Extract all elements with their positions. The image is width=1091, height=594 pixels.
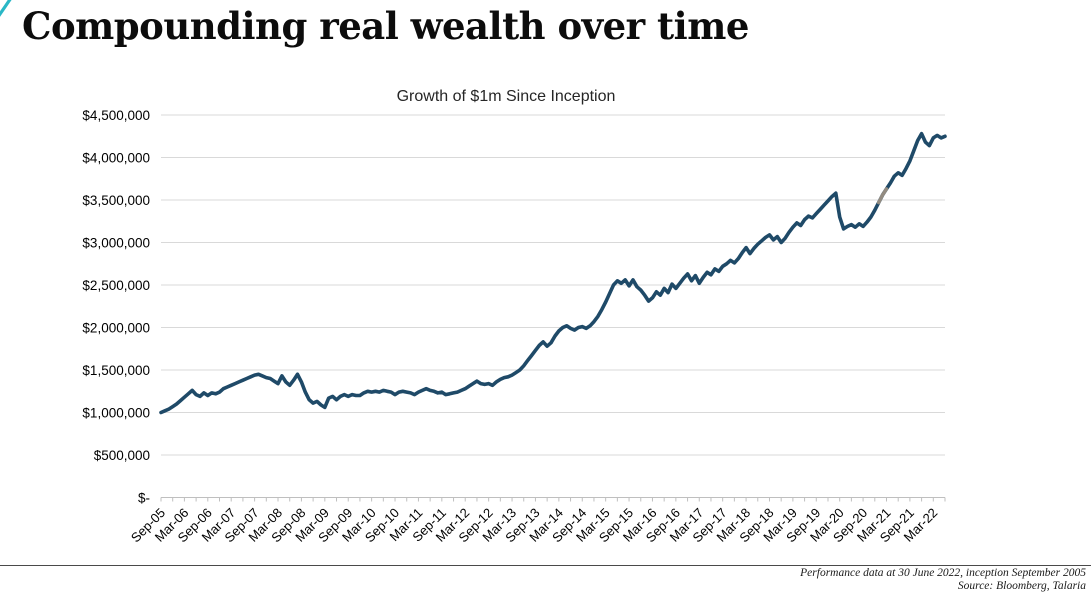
y-axis-tick-label: $4,000,000 <box>82 150 150 165</box>
y-axis-tick-label: $3,000,000 <box>82 235 150 250</box>
wealth-line-gray-segment <box>877 187 889 205</box>
page-title: Compounding real wealth over time <box>22 4 749 48</box>
y-axis-tick-label: $4,500,000 <box>82 108 150 123</box>
chart-title: Growth of $1m Since Inception <box>396 88 616 105</box>
y-axis-tick-label: $3,500,000 <box>82 193 150 208</box>
y-axis-tick-label: $- <box>138 490 150 505</box>
y-axis-tick-label: $2,500,000 <box>82 278 150 293</box>
footer-note-line2: Source: Bloomberg, Talaria <box>957 579 1086 592</box>
corner-logo-line <box>0 0 12 17</box>
footer-divider <box>0 565 1091 566</box>
y-axis-tick-label: $1,000,000 <box>82 405 150 420</box>
footer-notes: Performance data at 30 June 2022, incept… <box>800 567 1086 592</box>
footer-note-line1: Performance data at 30 June 2022, incept… <box>800 567 1086 579</box>
corner-logo-mark <box>0 0 12 17</box>
y-axis-tick-label: $2,000,000 <box>82 320 150 335</box>
y-axis-tick-label: $1,500,000 <box>82 363 150 378</box>
y-axis-tick-label: $500,000 <box>94 448 150 463</box>
wealth-line <box>159 131 947 415</box>
